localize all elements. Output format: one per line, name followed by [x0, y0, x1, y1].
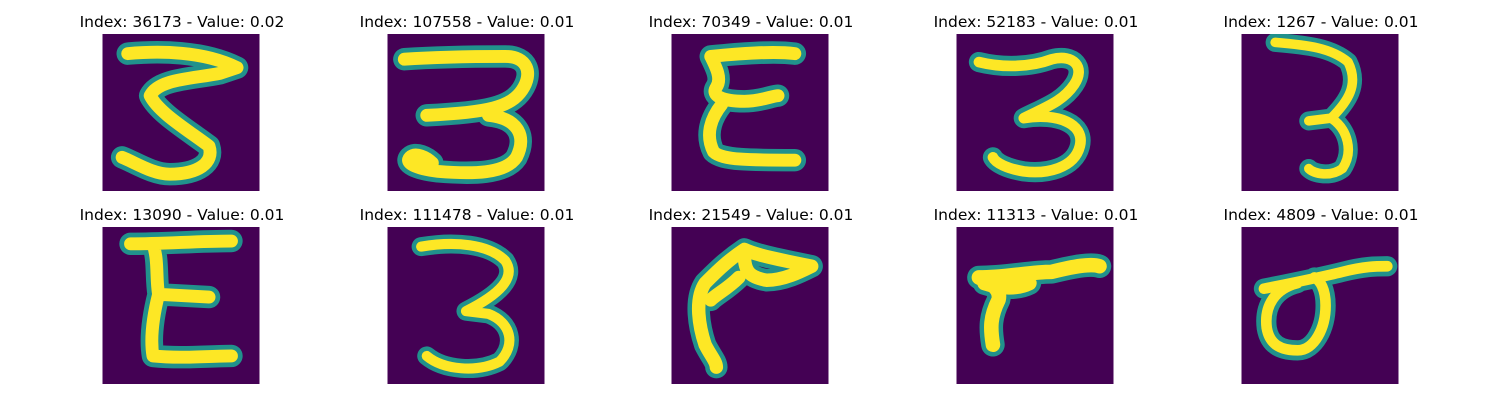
digit-image: [102, 34, 260, 191]
subplot-title: Index: 107558 - Value: 0.01: [359, 13, 575, 31]
digit-image: [387, 227, 545, 384]
subplot-title: Index: 52183 - Value: 0.01: [933, 13, 1139, 31]
digit-image: [671, 34, 829, 191]
subplot-title: Index: 21549 - Value: 0.01: [648, 206, 854, 224]
digit-image: [1241, 227, 1399, 384]
digit-image: [387, 34, 545, 191]
subplot-title: Index: 11313 - Value: 0.01: [933, 206, 1139, 224]
digit-image: [102, 227, 260, 384]
subplot-4: Index: 52183 - Value: 0.01: [934, 13, 1138, 191]
digit-image: [671, 227, 829, 384]
subplot-3: Index: 70349 - Value: 0.01: [649, 13, 853, 191]
subplot-2: Index: 107558 - Value: 0.01: [360, 13, 574, 191]
subplot-title: Index: 70349 - Value: 0.01: [648, 13, 854, 31]
subplot-title: Index: 111478 - Value: 0.01: [359, 206, 575, 224]
subplot-5: Index: 1267 - Value: 0.01: [1224, 13, 1418, 191]
subplot-title: Index: 36173 - Value: 0.02: [79, 13, 285, 31]
subplot-8: Index: 21549 - Value: 0.01: [649, 206, 853, 384]
subplot-6: Index: 13090 - Value: 0.01: [80, 206, 284, 384]
subplot-10: Index: 4809 - Value: 0.01: [1224, 206, 1418, 384]
digit-image: [956, 34, 1114, 191]
subplot-title: Index: 1267 - Value: 0.01: [1223, 13, 1419, 31]
subplot-9: Index: 11313 - Value: 0.01: [934, 206, 1138, 384]
subplot-title: Index: 13090 - Value: 0.01: [79, 206, 285, 224]
subplot-1: Index: 36173 - Value: 0.02: [80, 13, 284, 191]
digit-image: [1241, 34, 1399, 191]
subplot-7: Index: 111478 - Value: 0.01: [360, 206, 574, 384]
subplot-title: Index: 4809 - Value: 0.01: [1223, 206, 1419, 224]
digit-image: [956, 227, 1114, 384]
